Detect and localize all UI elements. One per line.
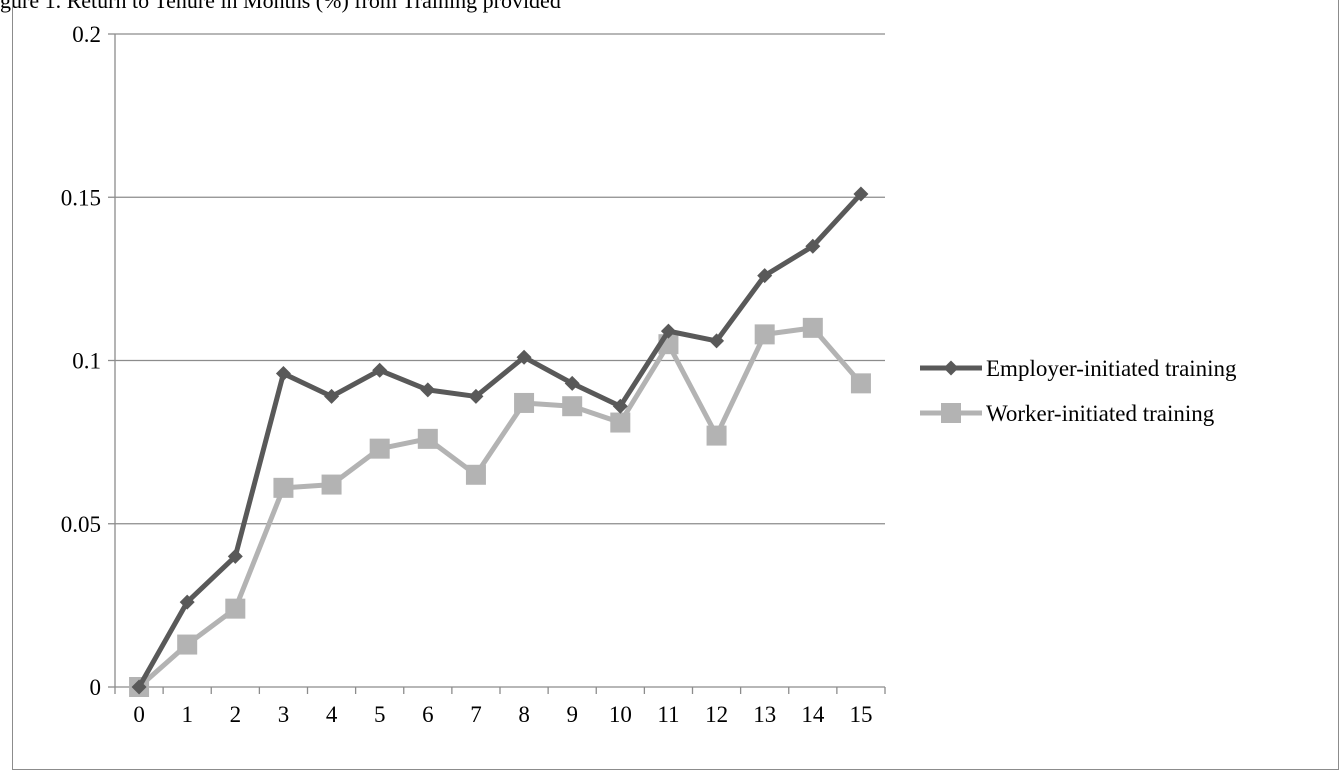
data-point-employer — [372, 362, 388, 378]
x-tick-label: 11 — [657, 702, 679, 727]
axis-layer: 00.050.10.150.20 1 2 3 4 5 6 7 8 9 10 11 12 13 14 15 — [61, 22, 886, 727]
data-point-employer — [324, 388, 340, 404]
series-layer — [129, 186, 871, 697]
x-tick-label: 15 — [849, 702, 872, 727]
x-tick-label: 8 — [518, 702, 530, 727]
data-point-worker — [514, 392, 535, 413]
data-point-worker — [465, 464, 486, 485]
data-point-employer — [516, 349, 532, 365]
x-tick-label: 12 — [705, 702, 728, 727]
x-tick-label: 14 — [801, 702, 825, 727]
x-tick-label: 7 — [470, 702, 482, 727]
x-tick-label: 3 — [278, 702, 290, 727]
data-point-worker — [850, 373, 871, 394]
x-tick-label: 9 — [566, 702, 578, 727]
y-tick-label: 0.05 — [61, 512, 101, 537]
data-point-worker — [225, 598, 246, 619]
series-employer — [131, 186, 869, 695]
data-point-employer — [179, 594, 195, 610]
x-tick-label: 4 — [326, 702, 338, 727]
legend: Employer-initiated training Worker-initia… — [920, 356, 1237, 426]
data-point-employer — [420, 382, 436, 398]
legend-marker-employer — [943, 360, 959, 376]
legend-item-worker: Worker-initiated training — [920, 401, 1215, 426]
x-tick-label: 0 — [133, 702, 145, 727]
figure-caption: gure 1. Return to Tenure in Months (%) f… — [0, 0, 561, 13]
chart-frame — [12, 0, 1339, 770]
data-point-employer — [612, 398, 628, 414]
series-line-worker — [136, 325, 864, 690]
legend-item-employer: Employer-initiated training — [920, 356, 1237, 381]
x-tick-label: 6 — [422, 702, 434, 727]
legend-label-employer: Employer-initiated training — [986, 356, 1237, 381]
data-point-employer — [757, 268, 773, 284]
data-point-employer — [709, 333, 725, 349]
data-point-worker — [562, 396, 583, 417]
grid-layer — [115, 33, 885, 525]
x-tick-label: 10 — [609, 702, 632, 727]
data-point-worker — [417, 428, 438, 449]
data-point-employer — [131, 679, 147, 695]
data-point-employer — [468, 388, 484, 404]
data-point-worker — [802, 317, 823, 338]
data-point-employer — [275, 366, 291, 382]
x-tick-label: 1 — [181, 702, 193, 727]
series-line-employer — [136, 191, 864, 690]
x-tick-label: 5 — [374, 702, 386, 727]
y-tick-label: 0.2 — [72, 22, 101, 47]
data-point-employer — [853, 186, 869, 202]
data-point-worker — [321, 474, 342, 495]
x-tick-label: 2 — [230, 702, 242, 727]
data-point-worker — [177, 634, 198, 655]
data-point-worker — [754, 324, 775, 345]
y-tick-label: 0.15 — [61, 185, 101, 210]
data-point-worker — [369, 438, 390, 459]
x-tick-label: 13 — [753, 702, 776, 727]
data-point-employer — [227, 548, 243, 564]
legend-label-worker: Worker-initiated training — [986, 401, 1215, 426]
data-point-worker — [273, 477, 294, 498]
y-tick-label: 0.1 — [72, 349, 101, 374]
data-point-employer — [805, 238, 821, 254]
data-point-employer — [660, 323, 676, 339]
legend-marker-worker — [941, 403, 961, 423]
data-point-employer — [564, 375, 580, 391]
data-point-worker — [610, 412, 631, 433]
y-tick-label: 0 — [90, 675, 102, 700]
data-point-worker — [706, 425, 727, 446]
